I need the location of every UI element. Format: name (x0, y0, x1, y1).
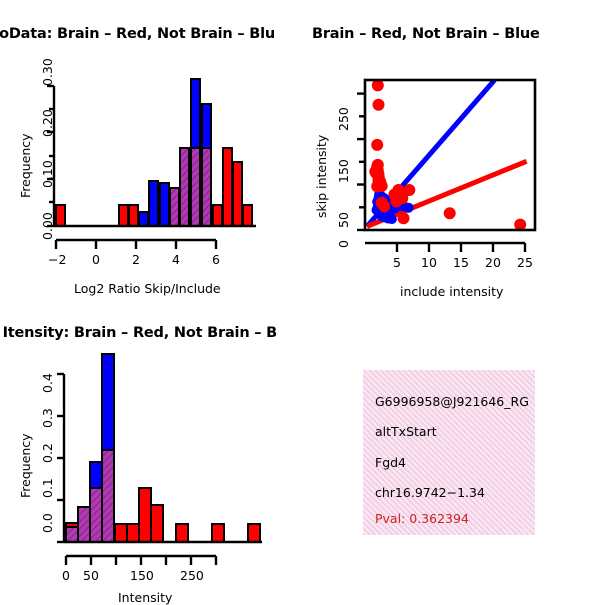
ratio-xtick-2: 2 (132, 252, 140, 267)
scatter-plot (357, 78, 537, 252)
ratio-xtick-6: 6 (212, 252, 220, 267)
scatter-points-brain (369, 80, 527, 230)
scatter-xtick-25: 25 (517, 255, 533, 270)
scatter-frame (363, 78, 537, 232)
scatter-xlabel: include intensity (400, 284, 504, 299)
intensity-xtick-50: 50 (83, 568, 99, 583)
intensity-xtick-0: 0 (62, 568, 70, 583)
scatter-y-axis (357, 92, 365, 232)
info-panel-background (363, 370, 535, 535)
info-line-probe-id: G6996958@J921646_RG (375, 394, 529, 409)
info-line-gene-symbol: Fgd4 (375, 455, 407, 470)
scatter-xtick-15: 15 (453, 255, 469, 270)
ratio-xtick-0: 0 (92, 252, 100, 267)
ratio-histogram-title: atioData: Brain – Red, Not Brain – Blu (0, 26, 276, 42)
scatter-x-axis (365, 241, 527, 252)
intensity-histogram-plot (57, 353, 262, 565)
intensity-xtick-250: 250 (180, 568, 204, 583)
scatter-xtick-10: 10 (421, 255, 437, 270)
scatter-panel: Brain – Red, Not Brain – Blue skip inten… (300, 18, 600, 318)
scatter-xtick-5: 5 (393, 255, 401, 270)
ratio-xtick--2: −2 (48, 252, 67, 267)
intensity-histogram-xlabel: Intensity (118, 590, 173, 605)
ratio-x-axis (54, 224, 256, 249)
info-line-pvalue: Pval: 0.362394 (375, 511, 469, 526)
ratio-histogram-xlabel: Log2 Ratio Skip/Include (74, 281, 221, 296)
ratio-xtick-4: 4 (172, 252, 180, 267)
intensity-bars-overlap (65, 449, 115, 543)
scatter-title: Brain – Red, Not Brain – Blue (312, 26, 540, 42)
ratio-y-axis (47, 84, 56, 228)
ratio-histogram-panel: atioData: Brain – Red, Not Brain – Blu F… (0, 18, 300, 318)
intensity-histogram-panel: ne Itensity: Brain – Red, Not Brain – B … (0, 318, 300, 605)
intensity-y-axis (57, 372, 66, 544)
ratio-bars-overlap (169, 147, 212, 227)
ratio-histogram-plot (47, 78, 256, 249)
intensity-histogram-title: ne Itensity: Brain – Red, Not Brain – B (0, 325, 278, 341)
info-panel: G6996958@J921646_RG altTxStart Fgd4 chr1… (363, 370, 535, 535)
info-line-event-type: altTxStart (375, 424, 437, 439)
info-line-locus: chr16.9742−1.34 (375, 485, 485, 500)
intensity-xtick-150: 150 (130, 568, 154, 583)
scatter-xtick-20: 20 (485, 255, 501, 270)
intensity-x-axis (64, 540, 262, 565)
